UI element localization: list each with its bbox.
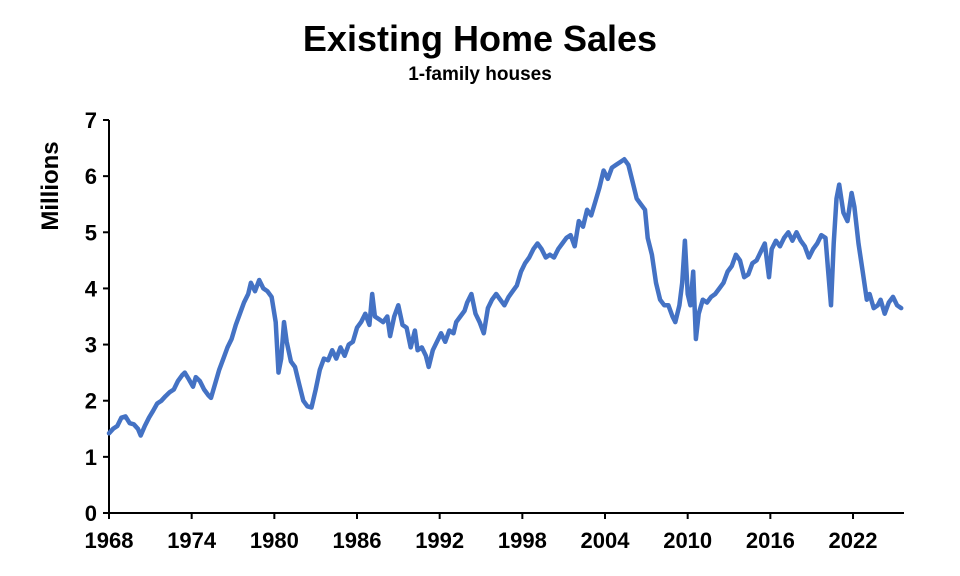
chart-title: Existing Home Sales [302,18,658,59]
x-tick-label: 1968 [85,528,134,553]
y-tick-label: 7 [85,108,97,133]
x-tick-label: 2016 [746,528,795,553]
x-tick-label: 1974 [167,528,217,553]
x-tick-label: 2004 [581,528,631,553]
y-tick-label: 2 [85,389,97,414]
y-tick-label: 0 [85,501,97,526]
x-tick-label: 1992 [415,528,464,553]
series-line [106,157,904,438]
y-tick-label: 3 [85,333,97,358]
chart-subtitle: 1-family houses [408,64,552,85]
y-tick-label: 5 [85,220,97,245]
y-tick-label: 1 [85,445,97,470]
y-axis-ticks: 0 1 2 3 4 5 6 7 [85,108,109,526]
y-axis-label: Millions [37,141,64,230]
y-tick-label: 4 [85,276,98,301]
x-tick-label: 2010 [663,528,712,553]
x-tick-label: 1998 [498,528,547,553]
x-tick-label: 2022 [829,528,878,553]
y-tick-label: 6 [85,164,97,189]
x-axis-ticks: 1968 1974 1980 1986 1992 1998 2004 2010 2016 2022 [85,513,878,553]
x-tick-label: 1980 [250,528,299,553]
x-tick-label: 1986 [333,528,382,553]
series-group [106,157,904,438]
